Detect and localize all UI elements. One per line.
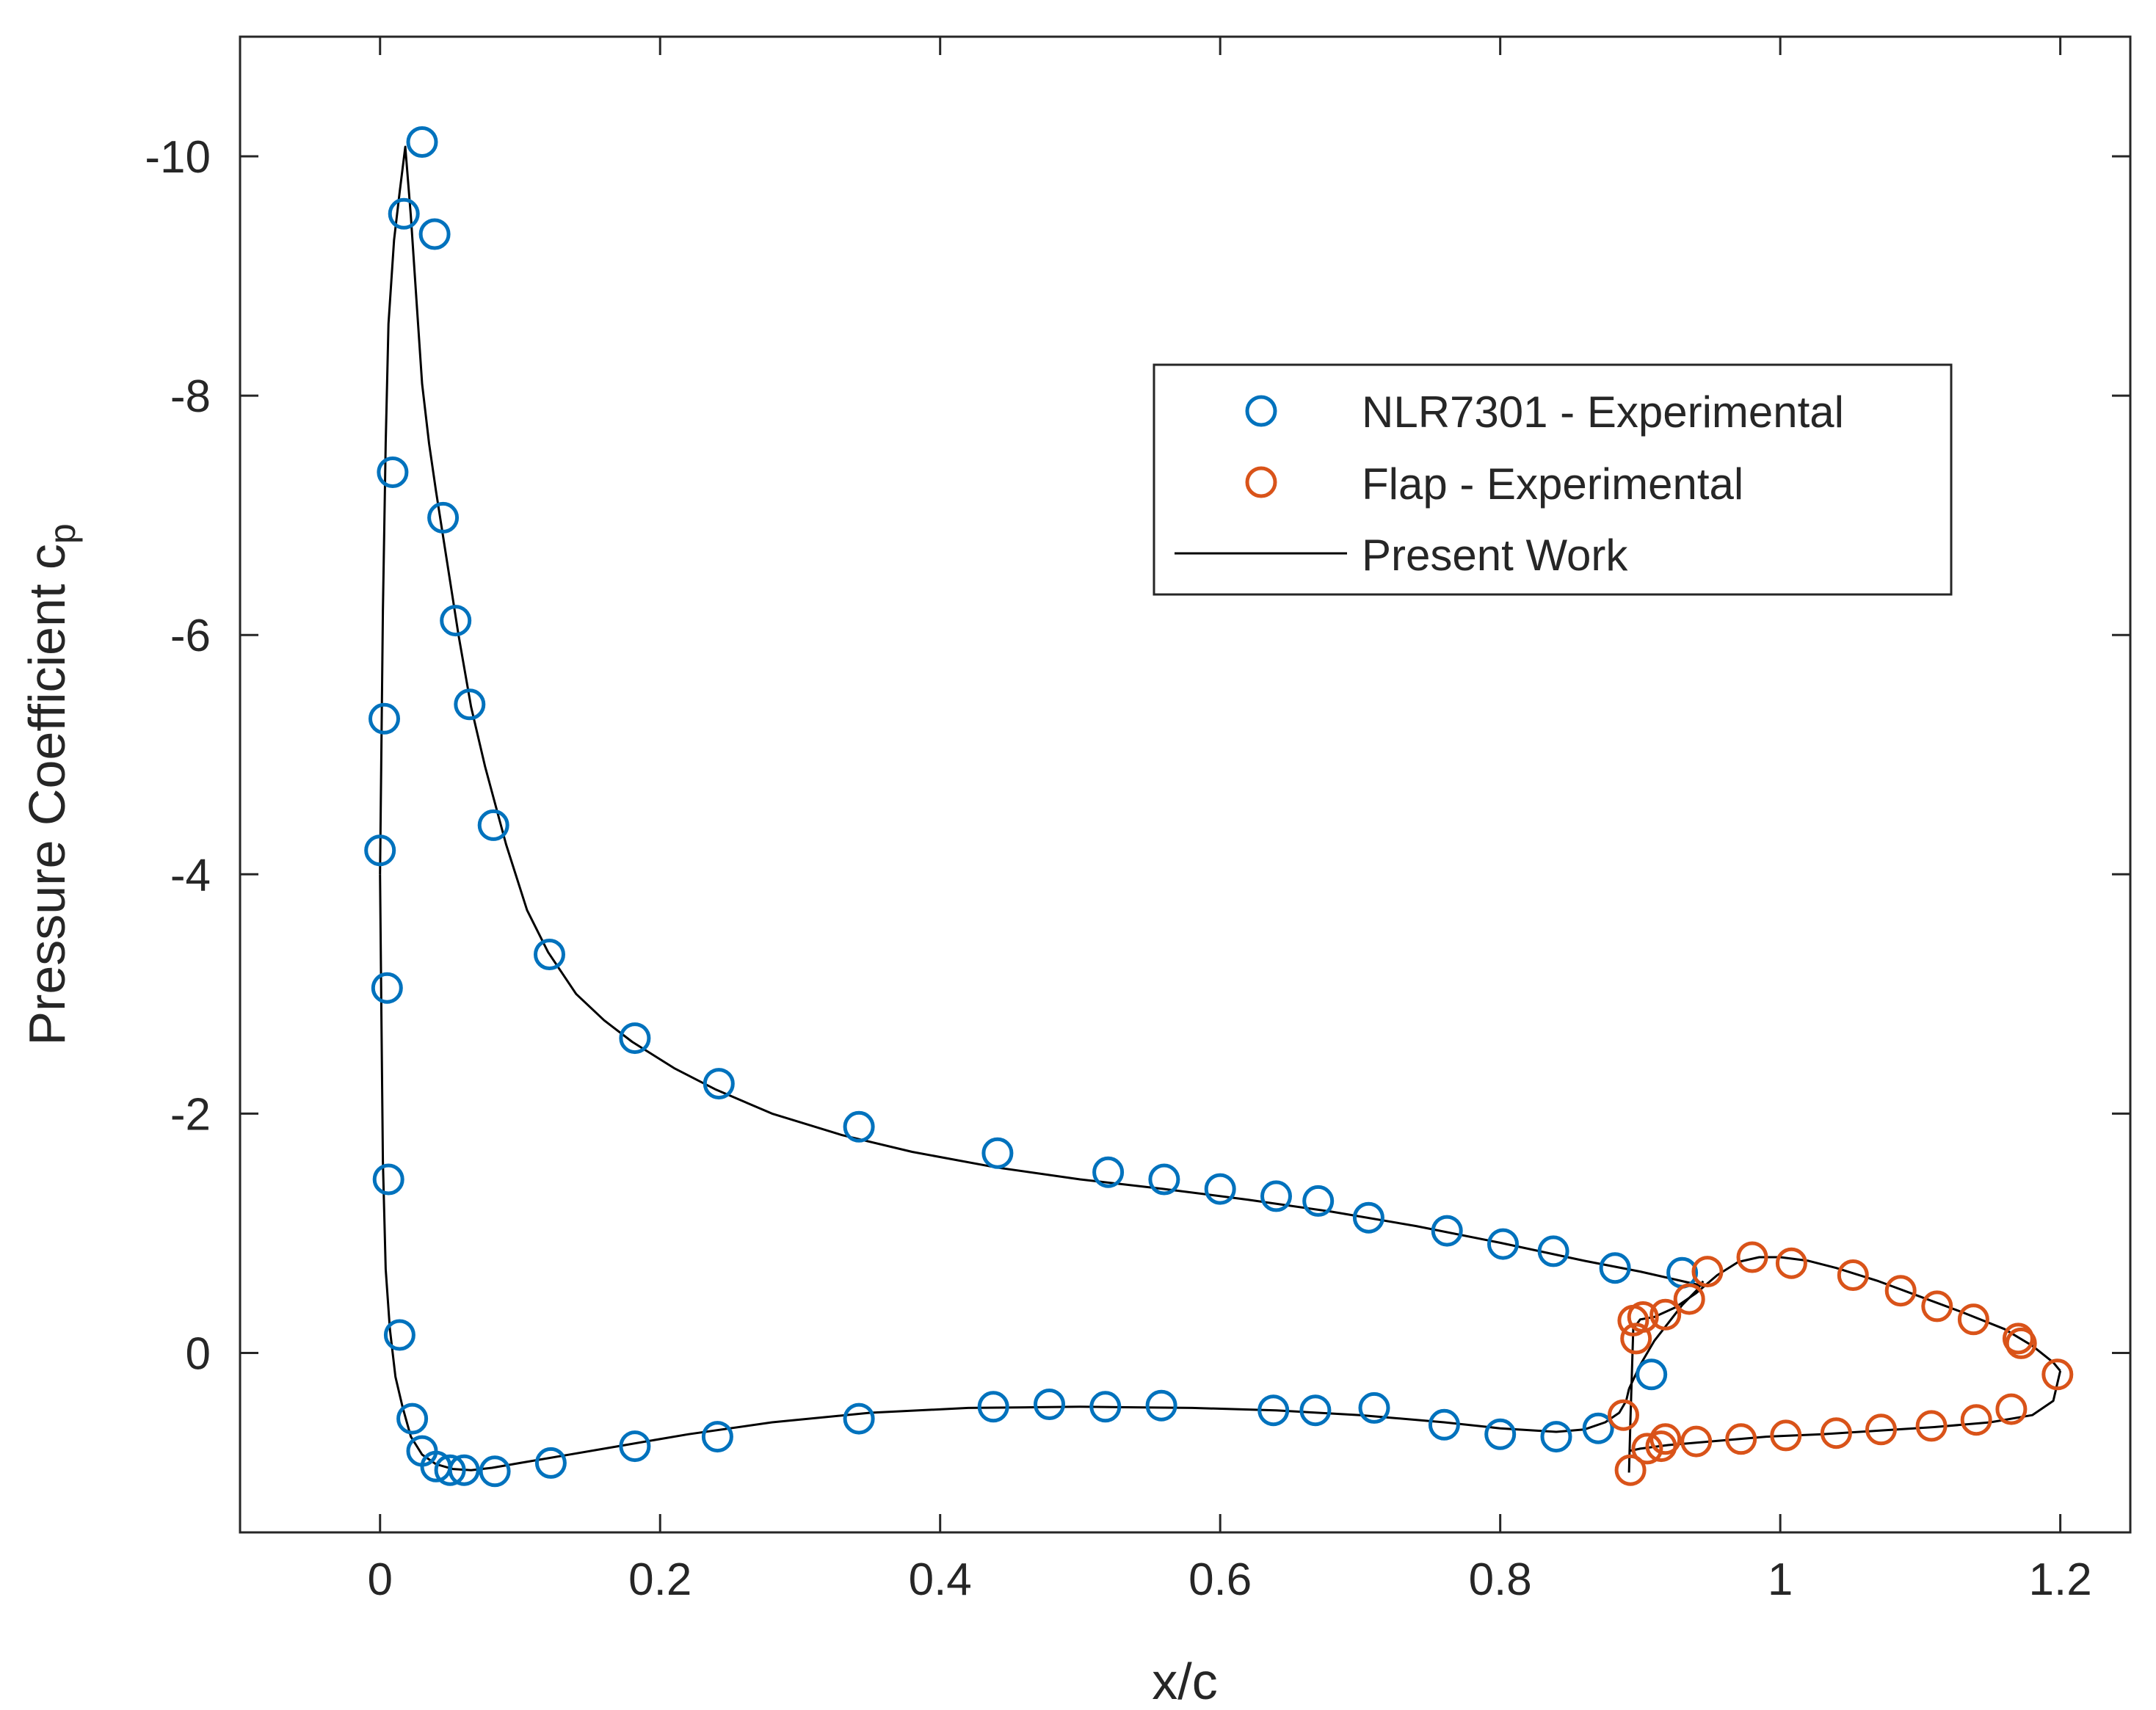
legend: NLR7301 - Experimental Flap - Experiment… xyxy=(1154,365,1951,594)
y-tick-label: -6 xyxy=(170,611,211,661)
plot-area xyxy=(240,37,2130,1532)
pressure-coefficient-chart: 0 0.2 0.4 0.6 0.8 1 1.2 -10 -8 -6 -4 -2 0 x/c Pressu… xyxy=(0,0,2156,1710)
x-tick-label: 0.6 xyxy=(1188,1554,1252,1605)
x-tick-label: 1 xyxy=(1768,1554,1793,1605)
x-tick-label: 0.8 xyxy=(1469,1554,1532,1605)
x-tick-label: 0 xyxy=(367,1554,392,1605)
legend-label-present-work: Present Work xyxy=(1362,531,1628,580)
x-tick-label: 0.2 xyxy=(628,1554,692,1605)
x-tick-label: 0.4 xyxy=(909,1554,972,1605)
y-tick-label: -10 xyxy=(145,132,211,183)
y-tick-label: -4 xyxy=(170,850,211,901)
y-tick-label: 0 xyxy=(186,1328,211,1379)
legend-label-main: NLR7301 - Experimental xyxy=(1362,388,1844,437)
y-axis-label: Pressure Coefficient cp xyxy=(18,523,83,1045)
x-axis-label: x/c xyxy=(1152,1653,1217,1710)
y-axis-label-subscript: p xyxy=(42,523,83,544)
y-tick-label: -8 xyxy=(170,371,211,422)
legend-label-flap: Flap - Experimental xyxy=(1362,459,1743,509)
y-axis-label-main: Pressure Coefficient c xyxy=(18,544,76,1045)
y-tick-label: -2 xyxy=(170,1089,211,1140)
x-tick-label: 1.2 xyxy=(2029,1554,2092,1605)
